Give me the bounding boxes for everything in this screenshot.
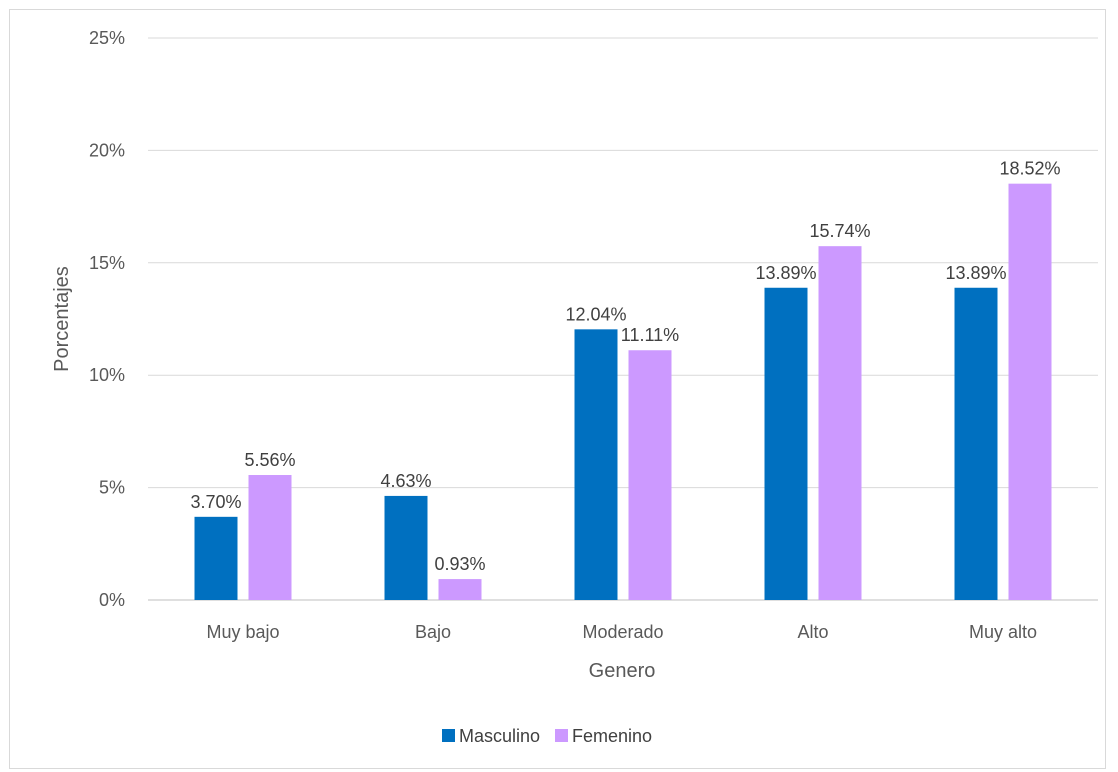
y-tick-label: 15%: [89, 253, 125, 273]
data-label: 13.89%: [945, 263, 1006, 283]
data-label: 4.63%: [380, 471, 431, 491]
y-axis-ticks: 0% 5% 10% 15% 20% 25%: [89, 28, 125, 610]
bar-masculino-1: [384, 495, 428, 600]
x-axis-title: Genero: [589, 660, 656, 682]
legend-label-masculino: Masculino: [459, 726, 540, 746]
bar-femenino-4: [1008, 183, 1052, 600]
chart-frame: [9, 9, 1106, 769]
legend: Masculino Femenino: [442, 726, 652, 746]
data-label: 3.70%: [190, 492, 241, 512]
x-tick-label: Alto: [797, 622, 828, 642]
y-tick-label: 25%: [89, 28, 125, 48]
data-label: 0.93%: [434, 554, 485, 574]
bar-femenino-2: [628, 350, 672, 600]
bars: [194, 183, 1052, 600]
data-labels: 3.70% 5.56% 4.63% 0.93% 12.04%11.11% 13.89% 15…: [190, 159, 1060, 574]
y-tick-label: 5%: [99, 478, 125, 498]
data-label: 18.52%: [999, 159, 1060, 179]
bar-femenino-3: [818, 246, 862, 600]
y-tick-label: 20%: [89, 140, 125, 160]
y-tick-label: 10%: [89, 365, 125, 385]
gridlines: [148, 37, 1098, 601]
legend-swatch-femenino: [555, 729, 568, 742]
x-axis-ticks: Muy bajo Bajo Moderado Alto Muy alto: [206, 622, 1037, 642]
x-tick-label: Bajo: [415, 622, 451, 642]
x-tick-label: Moderado: [582, 622, 663, 642]
data-label: 5.56%: [244, 450, 295, 470]
bar-masculino-2: [574, 329, 618, 600]
legend-swatch-masculino: [442, 729, 455, 742]
bar-femenino-0: [248, 475, 292, 600]
bar-masculino-0: [194, 516, 238, 600]
y-axis-title: Porcentajes: [51, 266, 73, 372]
data-label: 15.74%: [809, 221, 870, 241]
data-label: 12.04%: [565, 304, 626, 324]
bar-femenino-1: [438, 579, 482, 600]
y-tick-label: 0%: [99, 590, 125, 610]
x-tick-label: Muy alto: [969, 622, 1037, 642]
x-tick-label: Muy bajo: [206, 622, 279, 642]
data-label: 11.11%: [621, 325, 679, 345]
data-label: 13.89%: [755, 263, 816, 283]
bar-masculino-3: [764, 287, 808, 600]
legend-label-femenino: Femenino: [572, 726, 652, 746]
bar-masculino-4: [954, 287, 998, 600]
